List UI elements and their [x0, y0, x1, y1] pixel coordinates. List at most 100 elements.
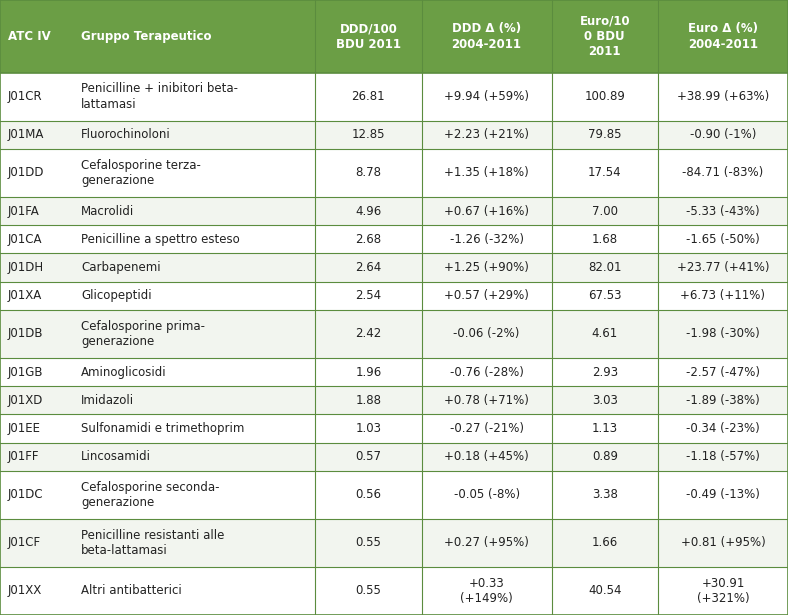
Text: 67.53: 67.53 — [588, 289, 622, 302]
Text: +6.73 (+11%): +6.73 (+11%) — [681, 289, 765, 302]
Text: 1.68: 1.68 — [592, 232, 618, 246]
Text: +0.78 (+71%): +0.78 (+71%) — [444, 394, 529, 407]
Text: -0.34 (-23%): -0.34 (-23%) — [686, 422, 760, 435]
Text: +38.99 (+63%): +38.99 (+63%) — [677, 90, 769, 103]
Text: J01XX: J01XX — [8, 584, 42, 598]
Text: 0.89: 0.89 — [592, 450, 618, 463]
Bar — [0, 443, 788, 471]
Text: Altri antibatterici: Altri antibatterici — [81, 584, 182, 598]
Text: J01GB: J01GB — [8, 365, 43, 379]
Bar — [0, 358, 788, 386]
Text: +0.27 (+95%): +0.27 (+95%) — [444, 536, 529, 549]
Text: 17.54: 17.54 — [588, 167, 622, 180]
Text: -5.33 (-43%): -5.33 (-43%) — [686, 205, 760, 218]
Text: Carbapenemi: Carbapenemi — [81, 261, 161, 274]
Text: 0.55: 0.55 — [355, 536, 381, 549]
Text: +0.67 (+16%): +0.67 (+16%) — [444, 205, 529, 218]
Bar — [0, 73, 788, 121]
Text: 3.03: 3.03 — [592, 394, 618, 407]
Text: +0.57 (+29%): +0.57 (+29%) — [444, 289, 529, 302]
Text: DDD Δ (%)
2004-2011: DDD Δ (%) 2004-2011 — [452, 22, 522, 50]
Text: J01CR: J01CR — [8, 90, 43, 103]
Text: Aminoglicosidi: Aminoglicosidi — [81, 365, 167, 379]
Text: 8.78: 8.78 — [355, 167, 381, 180]
Text: 100.89: 100.89 — [585, 90, 625, 103]
Text: 82.01: 82.01 — [588, 261, 622, 274]
Bar — [0, 471, 788, 519]
Text: Macrolidi: Macrolidi — [81, 205, 135, 218]
Text: 2.64: 2.64 — [355, 261, 381, 274]
Text: -1.89 (-38%): -1.89 (-38%) — [686, 394, 760, 407]
Text: 79.85: 79.85 — [588, 128, 622, 141]
Text: 0.57: 0.57 — [355, 450, 381, 463]
Text: 4.61: 4.61 — [592, 327, 618, 340]
Text: +9.94 (+59%): +9.94 (+59%) — [444, 90, 529, 103]
Text: -0.90 (-1%): -0.90 (-1%) — [690, 128, 756, 141]
Text: Cefalosporine seconda-
generazione: Cefalosporine seconda- generazione — [81, 481, 220, 509]
Bar — [0, 282, 788, 310]
Text: J01CA: J01CA — [8, 232, 43, 246]
Text: J01DH: J01DH — [8, 261, 44, 274]
Bar — [0, 386, 788, 415]
Text: 4.96: 4.96 — [355, 205, 381, 218]
Bar — [0, 225, 788, 253]
Text: +1.25 (+90%): +1.25 (+90%) — [444, 261, 529, 274]
Bar — [0, 121, 788, 149]
Text: 2.42: 2.42 — [355, 327, 381, 340]
Text: -1.98 (-30%): -1.98 (-30%) — [686, 327, 760, 340]
Bar — [0, 253, 788, 282]
Text: ATC IV: ATC IV — [8, 30, 50, 43]
Text: 3.38: 3.38 — [592, 488, 618, 501]
Text: 1.03: 1.03 — [355, 422, 381, 435]
Text: Imidazoli: Imidazoli — [81, 394, 134, 407]
Text: 1.88: 1.88 — [355, 394, 381, 407]
Text: -0.76 (-28%): -0.76 (-28%) — [450, 365, 523, 379]
Text: +2.23 (+21%): +2.23 (+21%) — [444, 128, 529, 141]
Text: 1.66: 1.66 — [592, 536, 618, 549]
Text: +30.91
(+321%): +30.91 (+321%) — [697, 577, 749, 605]
Text: Cefalosporine prima-
generazione: Cefalosporine prima- generazione — [81, 320, 205, 348]
Text: +0.81 (+95%): +0.81 (+95%) — [681, 536, 765, 549]
Text: 2.54: 2.54 — [355, 289, 381, 302]
Bar — [0, 415, 788, 443]
Text: 0.56: 0.56 — [355, 488, 381, 501]
Text: -0.06 (-2%): -0.06 (-2%) — [453, 327, 520, 340]
Text: 2.93: 2.93 — [592, 365, 618, 379]
Bar — [0, 567, 788, 615]
Text: J01FA: J01FA — [8, 205, 39, 218]
Bar — [0, 519, 788, 567]
Text: -84.71 (-83%): -84.71 (-83%) — [682, 167, 764, 180]
Text: J01FF: J01FF — [8, 450, 39, 463]
Text: Penicilline + inibitori beta-
lattamasi: Penicilline + inibitori beta- lattamasi — [81, 82, 238, 111]
Text: 26.81: 26.81 — [351, 90, 385, 103]
Text: 1.13: 1.13 — [592, 422, 618, 435]
Text: 0.55: 0.55 — [355, 584, 381, 598]
Text: +0.33
(+149%): +0.33 (+149%) — [460, 577, 513, 605]
Text: +23.77 (+41%): +23.77 (+41%) — [677, 261, 769, 274]
Text: Gruppo Terapeutico: Gruppo Terapeutico — [81, 30, 212, 43]
Text: 2.68: 2.68 — [355, 232, 381, 246]
Text: 40.54: 40.54 — [588, 584, 622, 598]
Text: J01XD: J01XD — [8, 394, 43, 407]
Text: -1.65 (-50%): -1.65 (-50%) — [686, 232, 760, 246]
Text: -0.27 (-21%): -0.27 (-21%) — [450, 422, 523, 435]
Text: 12.85: 12.85 — [351, 128, 385, 141]
Text: J01EE: J01EE — [8, 422, 41, 435]
Text: -0.05 (-8%): -0.05 (-8%) — [454, 488, 519, 501]
Text: Sulfonamidi e trimethoprim: Sulfonamidi e trimethoprim — [81, 422, 244, 435]
Bar — [0, 0, 788, 73]
Text: Lincosamidi: Lincosamidi — [81, 450, 151, 463]
Text: J01MA: J01MA — [8, 128, 44, 141]
Text: -2.57 (-47%): -2.57 (-47%) — [686, 365, 760, 379]
Text: J01DC: J01DC — [8, 488, 43, 501]
Bar — [0, 310, 788, 358]
Text: Penicilline a spettro esteso: Penicilline a spettro esteso — [81, 232, 240, 246]
Text: -1.18 (-57%): -1.18 (-57%) — [686, 450, 760, 463]
Text: Glicopeptidi: Glicopeptidi — [81, 289, 152, 302]
Text: J01XA: J01XA — [8, 289, 42, 302]
Text: DDD/100
BDU 2011: DDD/100 BDU 2011 — [336, 22, 401, 50]
Text: Fluorochinoloni: Fluorochinoloni — [81, 128, 171, 141]
Text: -0.49 (-13%): -0.49 (-13%) — [686, 488, 760, 501]
Text: +1.35 (+18%): +1.35 (+18%) — [444, 167, 529, 180]
Text: 1.96: 1.96 — [355, 365, 381, 379]
